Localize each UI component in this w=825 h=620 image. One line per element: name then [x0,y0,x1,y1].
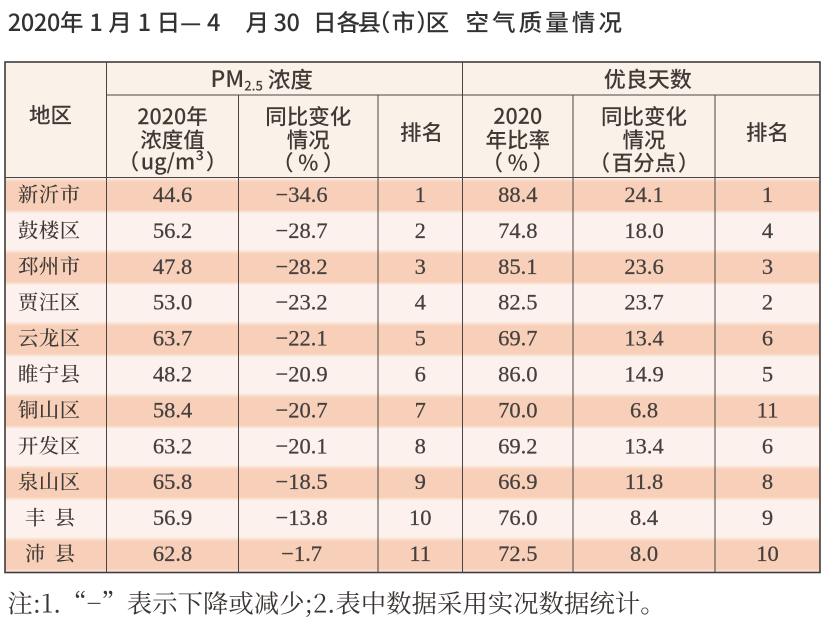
svg-text:53.0: 53.0 [153,290,192,315]
svg-text:85.1: 85.1 [498,254,537,279]
svg-text:8.0: 8.0 [630,541,658,566]
svg-text:8: 8 [762,469,773,494]
svg-text:23.7: 23.7 [624,290,663,315]
svg-text:11: 11 [757,397,779,422]
svg-text:13.4: 13.4 [624,326,663,351]
svg-text:−28.2: −28.2 [276,254,328,279]
svg-text:70.0: 70.0 [498,397,537,422]
svg-text:−1.7: −1.7 [281,541,322,566]
svg-text:2: 2 [415,218,426,243]
svg-text:1: 1 [415,182,426,207]
svg-text:65.8: 65.8 [153,469,192,494]
svg-text:72.5: 72.5 [498,541,537,566]
svg-text:5: 5 [415,326,426,351]
svg-text:8: 8 [415,433,426,458]
svg-text:−28.7: −28.7 [276,218,328,243]
svg-text:−22.1: −22.1 [276,326,328,351]
svg-text:5: 5 [762,362,773,387]
svg-text:10: 10 [409,505,432,530]
svg-text:9: 9 [415,469,426,494]
svg-text:−20.1: −20.1 [276,433,328,458]
svg-text:56.9: 56.9 [153,505,192,530]
svg-text:63.2: 63.2 [153,433,192,458]
svg-text:48.2: 48.2 [153,362,192,387]
svg-text:−23.2: −23.2 [276,290,328,315]
svg-text:6: 6 [762,433,773,458]
svg-text:47.8: 47.8 [153,254,192,279]
svg-text:88.4: 88.4 [498,182,537,207]
svg-text:86.0: 86.0 [498,362,537,387]
svg-text:82.5: 82.5 [498,290,537,315]
svg-text:11.8: 11.8 [625,469,664,494]
svg-text:58.4: 58.4 [153,397,192,422]
svg-text:74.8: 74.8 [498,218,537,243]
svg-text:63.7: 63.7 [153,326,192,351]
svg-text:6: 6 [415,362,426,387]
svg-text:4: 4 [415,290,426,315]
svg-text:6: 6 [762,326,773,351]
svg-text:44.6: 44.6 [153,182,192,207]
svg-text:69.2: 69.2 [498,433,537,458]
svg-text:7: 7 [415,397,426,422]
svg-text:−20.7: −20.7 [276,397,328,422]
svg-text:8.4: 8.4 [630,505,658,530]
svg-text:−34.6: −34.6 [276,182,328,207]
svg-text:13.4: 13.4 [624,433,663,458]
svg-text:−20.9: −20.9 [276,362,328,387]
svg-text:−13.8: −13.8 [276,505,328,530]
svg-text:10: 10 [756,541,779,566]
svg-text:66.9: 66.9 [498,469,537,494]
svg-text:9: 9 [762,505,773,530]
svg-text:23.6: 23.6 [624,254,663,279]
svg-text:69.7: 69.7 [498,326,537,351]
svg-text:24.1: 24.1 [624,182,663,207]
svg-text:3: 3 [762,254,773,279]
svg-text:6.8: 6.8 [630,397,658,422]
svg-text:56.2: 56.2 [153,218,192,243]
svg-text:1: 1 [762,182,773,207]
svg-text:76.0: 76.0 [498,505,537,530]
svg-text:2: 2 [762,290,773,315]
svg-text:14.9: 14.9 [624,362,663,387]
svg-text:62.8: 62.8 [153,541,192,566]
svg-text:−18.5: −18.5 [276,469,328,494]
svg-text:11: 11 [409,541,431,566]
svg-text:4: 4 [762,218,773,243]
svg-text:3: 3 [415,254,426,279]
svg-text:18.0: 18.0 [624,218,663,243]
